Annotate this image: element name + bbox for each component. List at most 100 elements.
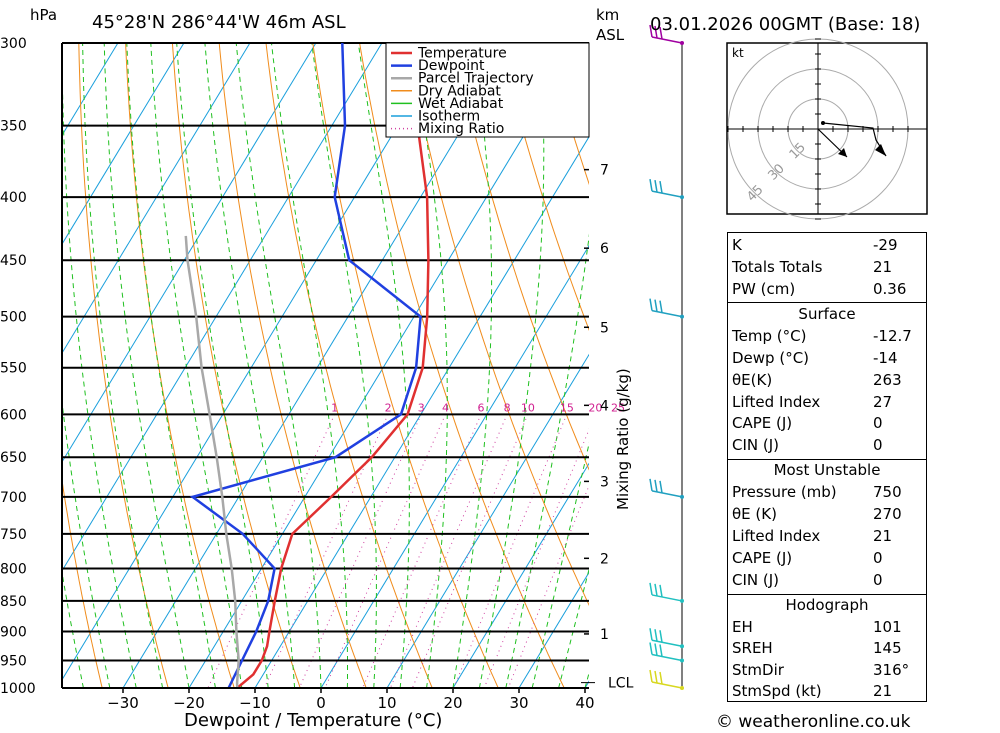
dry-adiabat <box>125 43 235 688</box>
eh-row: EH 101 <box>728 618 926 639</box>
wind-barb <box>649 24 684 45</box>
eh-label: EH <box>732 618 753 636</box>
dry-adiabat <box>499 43 589 332</box>
mu-thetae-label: θE (K) <box>732 505 777 523</box>
profile-parcel-trajectory <box>184 235 240 688</box>
wet-adiabat <box>411 43 448 688</box>
mixing-ratio-axis-label: Mixing Ratio (g/kg) <box>614 368 632 510</box>
km-tick-label: 2 <box>600 551 609 567</box>
km-unit: km <box>596 6 619 24</box>
pw-label: PW (cm) <box>732 280 796 298</box>
thetae-value: 263 <box>873 371 902 389</box>
isobars: 300 350 400 450 500 550 600 650 700 750 800 850 900 9… <box>0 36 589 697</box>
mu-cape-row: CAPE (J) 0 <box>728 549 926 570</box>
pressure-tick-label: 900 <box>0 625 27 641</box>
thetae-row: θE(K) 263 <box>728 371 926 392</box>
wind-barb-flag <box>654 299 658 312</box>
km-tick-label: 1 <box>600 627 609 643</box>
asl-label: ASL <box>596 26 625 44</box>
pressure-tick-label: 850 <box>0 594 27 610</box>
x-tick-label: −30 <box>107 694 139 712</box>
mixing-ratio-line <box>507 484 589 688</box>
stmspd-value: 21 <box>873 682 893 700</box>
mixing-ratio-labels: 1 2 3 4 6 8 10 15 20 25 <box>331 401 625 414</box>
stmspd-label: StmSpd (kt) <box>732 682 822 700</box>
dewp-value: -14 <box>873 349 898 367</box>
wind-barb-flag <box>659 180 663 194</box>
wet-adiabat <box>235 43 322 688</box>
pressure-tick-label: 350 <box>0 119 27 135</box>
sreh-label: SREH <box>732 639 773 657</box>
cin-value: 0 <box>873 436 883 454</box>
pressure-tick-label: 300 <box>0 36 27 52</box>
dewp-row: Dewp (°C) -14 <box>728 349 926 370</box>
wind-barb <box>649 642 684 663</box>
x-tick-label: −10 <box>239 694 271 712</box>
cape-row: CAPE (J) 0 <box>728 414 926 435</box>
x-tick-label: −20 <box>173 694 205 712</box>
tt-value: 21 <box>873 258 893 276</box>
cape-label: CAPE (J) <box>732 414 793 432</box>
wet-adiabat <box>62 569 84 688</box>
stmdir-label: StmDir <box>732 661 784 679</box>
dry-adiabat <box>312 43 499 688</box>
wet-adiabat <box>531 441 589 688</box>
wet-adiabat <box>150 43 243 688</box>
profiles <box>184 43 430 688</box>
x-tick-label: 10 <box>377 694 396 712</box>
pressure-tick-label: 800 <box>0 561 27 577</box>
pw-value: 0.36 <box>873 280 907 298</box>
wind-barb-flag <box>649 642 653 655</box>
mixing-ratio-tick-label: 15 <box>560 401 574 414</box>
pressure-tick-label: 400 <box>0 190 27 206</box>
cin-label: CIN (J) <box>732 436 780 454</box>
pressure-tick-label: 500 <box>0 310 27 326</box>
legend-entry: Isotherm <box>418 109 480 125</box>
pressure-tick-label: 700 <box>0 490 27 506</box>
divider <box>728 459 926 460</box>
dry-adiabat <box>405 43 589 607</box>
hodograph-start-dot <box>821 121 825 125</box>
pressure-tick-label: 600 <box>0 407 27 423</box>
x-tick-label: 40 <box>575 694 594 712</box>
mixing-ratio-tick-label: 2 <box>385 401 392 414</box>
legend-box <box>385 42 590 138</box>
wind-barb-flag <box>649 628 653 641</box>
k-index-row: K -29 <box>728 236 926 257</box>
x-tick-label: 0 <box>316 694 326 712</box>
dry-adiabat <box>78 43 169 688</box>
lifted-index-row: Lifted Index 27 <box>728 393 926 414</box>
li-label: Lifted Index <box>732 393 821 411</box>
mu-pressure-value: 750 <box>873 483 902 501</box>
isotherm <box>518 571 589 688</box>
km-tick-label: 4 <box>600 398 609 414</box>
mu-pressure-label: Pressure (mb) <box>732 483 837 501</box>
mixing-ratio-tick-label: 8 <box>504 401 511 414</box>
isotherm <box>62 43 251 355</box>
pressure-tick-label: 650 <box>0 450 27 466</box>
mixing-ratio-line <box>483 428 589 688</box>
indices-table: K -29 Totals Totals 21 PW (cm) 0.36 Surface… <box>727 232 927 702</box>
legend-entry: Dry Adiabat <box>418 83 501 99</box>
mu-thetae-value: 270 <box>873 505 902 523</box>
wind-barb-flag <box>659 26 663 40</box>
cin-row: CIN (J) 0 <box>728 436 926 457</box>
wind-barb-flag <box>659 584 663 598</box>
isotherm <box>122 43 515 688</box>
km-tick-label: 5 <box>600 320 609 336</box>
mu-li-row: Lifted Index 21 <box>728 527 926 548</box>
legend-entry: Wet Adiabat <box>418 96 504 112</box>
wind-barb <box>649 478 684 499</box>
legend-entry: Parcel Trajectory <box>418 71 534 87</box>
wind-barb-flag <box>649 298 653 311</box>
stmspd-row: StmSpd (kt) 21 <box>728 682 926 703</box>
wind-barb <box>649 628 684 649</box>
datetime-title: 03.01.2026 00GMT (Base: 18) <box>650 14 920 35</box>
dry-adiabat <box>921 43 1000 688</box>
wind-barb-flag <box>654 25 658 39</box>
dry-adiabat <box>968 43 1000 688</box>
x-tick-label: 20 <box>443 694 462 712</box>
km-tick-label: 7 <box>600 163 609 179</box>
